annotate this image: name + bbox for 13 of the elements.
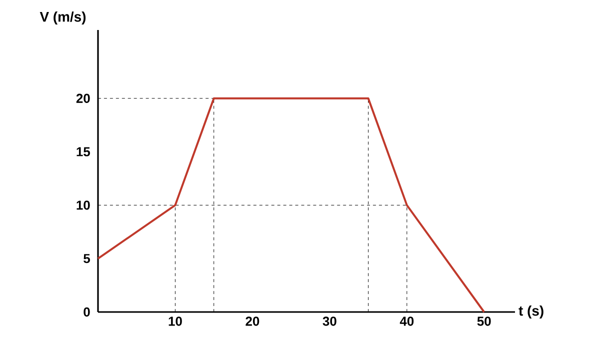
y-tick-label: 20 (76, 94, 90, 103)
x-tick-label: 50 (477, 316, 491, 326)
x-tick-label: 40 (400, 316, 414, 326)
y-axis-title: V (m/s) (40, 11, 86, 24)
x-tick-label: 10 (168, 316, 182, 326)
y-tick-label: 5 (84, 254, 90, 264)
x-axis-title: t (s) (518, 305, 544, 318)
y-tick-label: 0 (84, 307, 90, 317)
y-tick-label: 15 (76, 147, 90, 156)
y-tick-label: 10 (76, 200, 90, 210)
x-tick-label: 20 (246, 316, 260, 326)
x-tick-label: 30 (322, 316, 336, 326)
line-series (97, 97, 486, 313)
